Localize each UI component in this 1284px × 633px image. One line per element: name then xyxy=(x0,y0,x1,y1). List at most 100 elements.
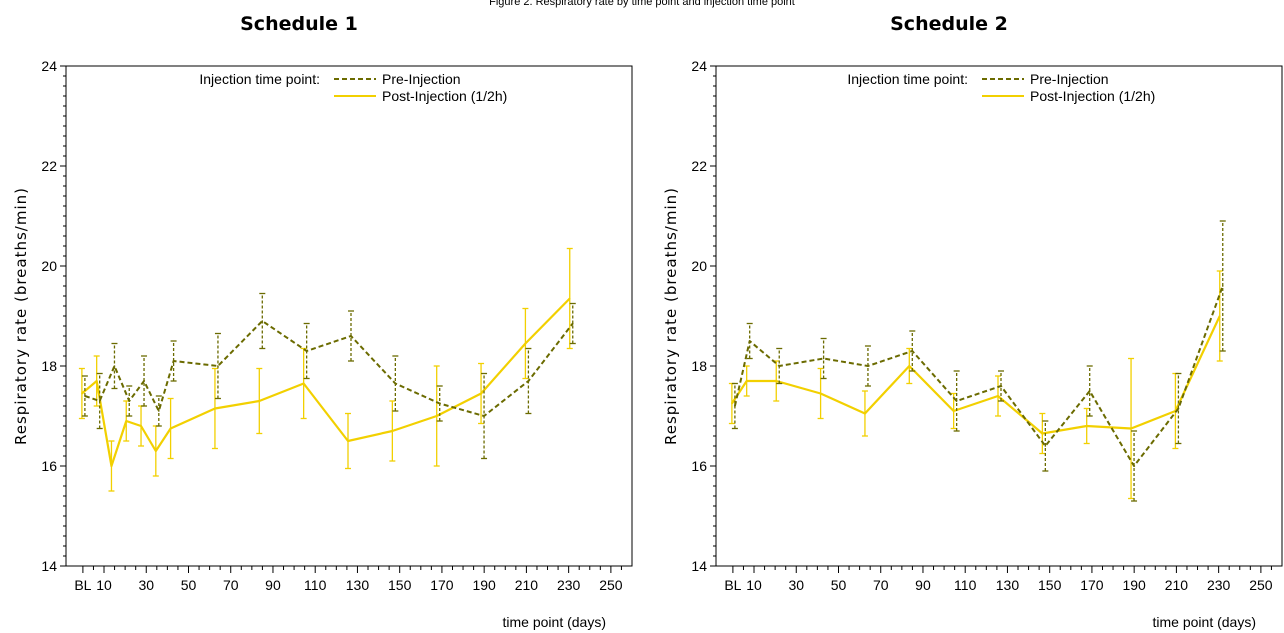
data-point xyxy=(483,415,485,417)
series-post-injection xyxy=(78,247,573,492)
y-axis-label: Respiratory rate (breaths/min) xyxy=(662,187,680,445)
data-point xyxy=(571,322,574,325)
data-point xyxy=(775,380,778,382)
series-post-injection xyxy=(728,270,1223,500)
chart-svg-schedule-1: Schedule 1 14 16 18 20 22 24 BL 10 30 50 70 90 110 130… xyxy=(12,13,633,630)
y-tick-label: 18 xyxy=(691,358,707,374)
data-point xyxy=(748,340,751,342)
x-tick-label: 10 xyxy=(96,577,112,593)
y-tick-label: 20 xyxy=(691,258,707,274)
data-point xyxy=(169,427,172,430)
series-line xyxy=(84,320,574,417)
legend: Injection time point: Pre-InjectionPost-I… xyxy=(847,71,1155,104)
data-point xyxy=(1221,285,1224,287)
data-point xyxy=(347,440,349,442)
x-tick-label: 210 xyxy=(515,577,539,593)
data-point xyxy=(955,400,958,402)
legend-entry: Post-Injection (1/2h) xyxy=(382,88,507,104)
data-point xyxy=(908,365,911,367)
x-tick-label: 130 xyxy=(346,577,370,593)
data-point xyxy=(261,320,264,322)
legend-entry: Post-Injection (1/2h) xyxy=(1030,88,1155,104)
y-axis-label: Respiratory rate (breaths/min) xyxy=(12,187,30,445)
data-point xyxy=(778,365,781,367)
legend-title: Injection time point: xyxy=(847,71,968,87)
x-tick-label: BL xyxy=(724,577,741,593)
x-tick-label: 170 xyxy=(430,577,454,593)
data-point xyxy=(1000,385,1002,387)
data-point xyxy=(128,400,131,402)
data-point xyxy=(822,357,825,360)
x-tick-label: 130 xyxy=(996,577,1020,593)
legend: Injection time point: Pre-InjectionPost-I… xyxy=(199,71,507,104)
x-tick-label: BL xyxy=(74,577,91,593)
x-tick-label: 190 xyxy=(1122,577,1146,593)
x-tick-label: 70 xyxy=(223,577,239,593)
data-point xyxy=(81,392,83,395)
data-point xyxy=(952,410,955,412)
data-point xyxy=(394,382,397,385)
data-point xyxy=(98,400,101,402)
data-point xyxy=(819,392,822,395)
chart-title: Schedule 2 xyxy=(890,13,1008,35)
x-tick-label: 190 xyxy=(472,577,496,593)
chart-title: Schedule 1 xyxy=(240,13,358,35)
data-point xyxy=(568,297,571,300)
data-point xyxy=(911,350,914,352)
data-point xyxy=(527,380,530,382)
data-point xyxy=(524,342,527,345)
x-tick-label: 170 xyxy=(1080,577,1104,593)
y-tick-label: 16 xyxy=(691,458,707,474)
data-point xyxy=(734,405,736,407)
y-tick-label: 14 xyxy=(41,558,57,574)
x-tick-label: 150 xyxy=(1038,577,1062,593)
x-tick-label: 110 xyxy=(954,577,977,593)
data-point xyxy=(745,380,748,382)
x-tick-label: 30 xyxy=(788,577,804,593)
x-axis-label: time point (days) xyxy=(1153,614,1256,630)
y-tick-label: 20 xyxy=(41,258,57,274)
y-tick-label: 24 xyxy=(691,58,707,74)
data-point xyxy=(125,420,128,422)
data-point xyxy=(113,365,116,367)
data-point xyxy=(1177,407,1180,410)
data-point xyxy=(140,425,142,427)
data-point xyxy=(1133,465,1135,467)
plot-frame xyxy=(65,65,633,567)
data-point xyxy=(258,400,261,402)
data-point xyxy=(997,395,999,397)
x-tick-label: 230 xyxy=(557,577,581,593)
data-point xyxy=(305,350,308,352)
y-tick-label: 24 xyxy=(41,58,57,74)
data-point xyxy=(1041,432,1044,435)
data-point xyxy=(731,402,733,405)
data-point xyxy=(1088,390,1091,392)
data-point xyxy=(143,380,145,382)
x-tick-label: 90 xyxy=(915,577,931,593)
y-tick-label: 18 xyxy=(41,358,57,374)
x-tick-label: 50 xyxy=(181,577,197,593)
x-tick-label: 250 xyxy=(599,577,623,593)
data-point xyxy=(391,430,394,432)
series-pre-injection xyxy=(81,292,576,460)
chart-panel-schedule-1: Schedule 1 14 16 18 20 22 24 BL 10 30 50 70 90 110 130… xyxy=(12,13,633,630)
series-line xyxy=(730,315,1221,435)
x-tick-label: 90 xyxy=(265,577,281,593)
data-point xyxy=(867,365,869,367)
x-tick-label: 230 xyxy=(1207,577,1231,593)
data-point xyxy=(155,450,157,452)
data-point xyxy=(1218,315,1221,317)
data-point xyxy=(1085,425,1088,427)
data-point xyxy=(110,465,113,467)
data-point xyxy=(435,415,438,417)
data-point xyxy=(158,410,160,412)
data-point xyxy=(438,402,441,405)
data-point xyxy=(480,392,482,395)
data-point xyxy=(84,395,86,397)
legend-title: Injection time point: xyxy=(199,71,320,87)
chart-panel-schedule-2: Schedule 2 14 16 18 20 22 24 BL 10 30 50 70 90 110 130… xyxy=(650,0,1284,633)
x-tick-label: 10 xyxy=(746,577,762,593)
figure-caption: Figure 2. Respiratory rate by time point… xyxy=(489,0,795,8)
data-point xyxy=(302,382,305,385)
x-tick-label: 30 xyxy=(138,577,154,593)
